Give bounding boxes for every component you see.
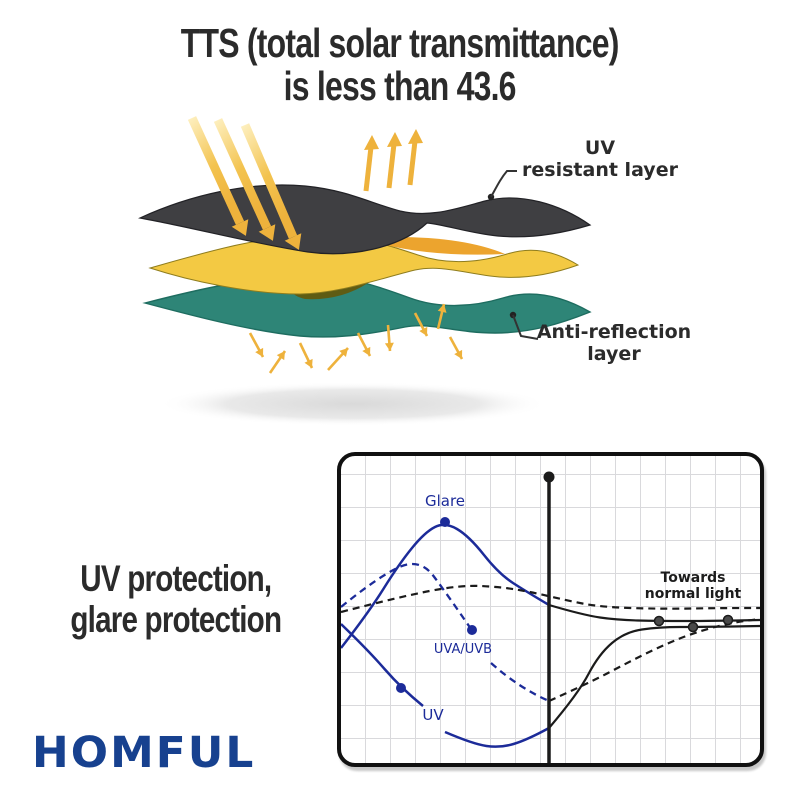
anti-reflection-layer-label-line1: Anti-reflection	[536, 321, 692, 343]
scattered-light-arrows	[248, 303, 464, 374]
uv-resistant-layer-label-line2: resistant layer	[522, 159, 678, 182]
glare-curve-label: Glare	[424, 492, 466, 510]
marker-normal-pt-1	[653, 615, 665, 627]
uv-resistant-layer-label: UV resistant layer	[508, 137, 692, 182]
uv-curve-label: UV	[422, 706, 444, 724]
curve-glare-blue	[341, 523, 550, 649]
chart-curves-canvas	[341, 471, 760, 763]
page-title: TTS (total solar transmittance) is less …	[0, 20, 800, 110]
curve-uva-uvb-blue	[341, 562, 472, 630]
curve-uv-blue-2	[444, 726, 550, 748]
towards-normal-light-line2: normal light	[644, 586, 742, 603]
incoming-sun-rays	[187, 116, 302, 250]
protection-caption: UV protection, glare protection	[0, 558, 352, 641]
ground-shadow	[158, 382, 548, 426]
anti-reflection-leader-line	[509, 311, 539, 340]
marker-glare-point	[440, 517, 450, 527]
anti-reflection-layer-label: Anti-reflection layer	[522, 321, 706, 366]
towards-normal-light-label: Towards normal light	[611, 570, 760, 603]
curve-uv-blue	[341, 623, 424, 707]
page-title-line2: is less than 43.6	[283, 63, 517, 110]
marker-normal-pt-2	[687, 621, 699, 633]
protection-caption-line2: glare protection	[70, 599, 283, 641]
uv-resistant-layer-label-line1: UV	[584, 137, 616, 159]
curve-uv-transmitted	[548, 624, 760, 729]
curve-uva-transmitted	[548, 617, 760, 703]
light-transmission-chart: Glare UVA/UVB UV Towards normal light	[337, 452, 764, 767]
brand-logo: HOMFUL	[32, 728, 256, 778]
uva-uvb-curve-label: UVA/UVB	[433, 642, 493, 657]
reflected-up-arrows	[363, 129, 423, 192]
fabric-layers-illustration	[138, 116, 592, 426]
marker-barrier-top	[543, 471, 555, 483]
marker-uva-point	[467, 625, 477, 635]
uv-layer-leader-line	[487, 170, 517, 201]
towards-normal-light-line1: Towards	[660, 570, 726, 586]
curve-uva-uvb-blue-2	[490, 662, 550, 703]
marker-normal-pt-3	[722, 614, 734, 626]
uv-resistant-layer-shape	[138, 184, 592, 255]
curve-glare-transmitted	[548, 603, 760, 623]
page-title-line1: TTS (total solar transmittance)	[181, 20, 620, 66]
anti-reflection-layer-label-line2: layer	[587, 343, 641, 366]
protection-caption-line1: UV protection,	[80, 558, 272, 599]
marker-uv-point	[396, 683, 406, 693]
